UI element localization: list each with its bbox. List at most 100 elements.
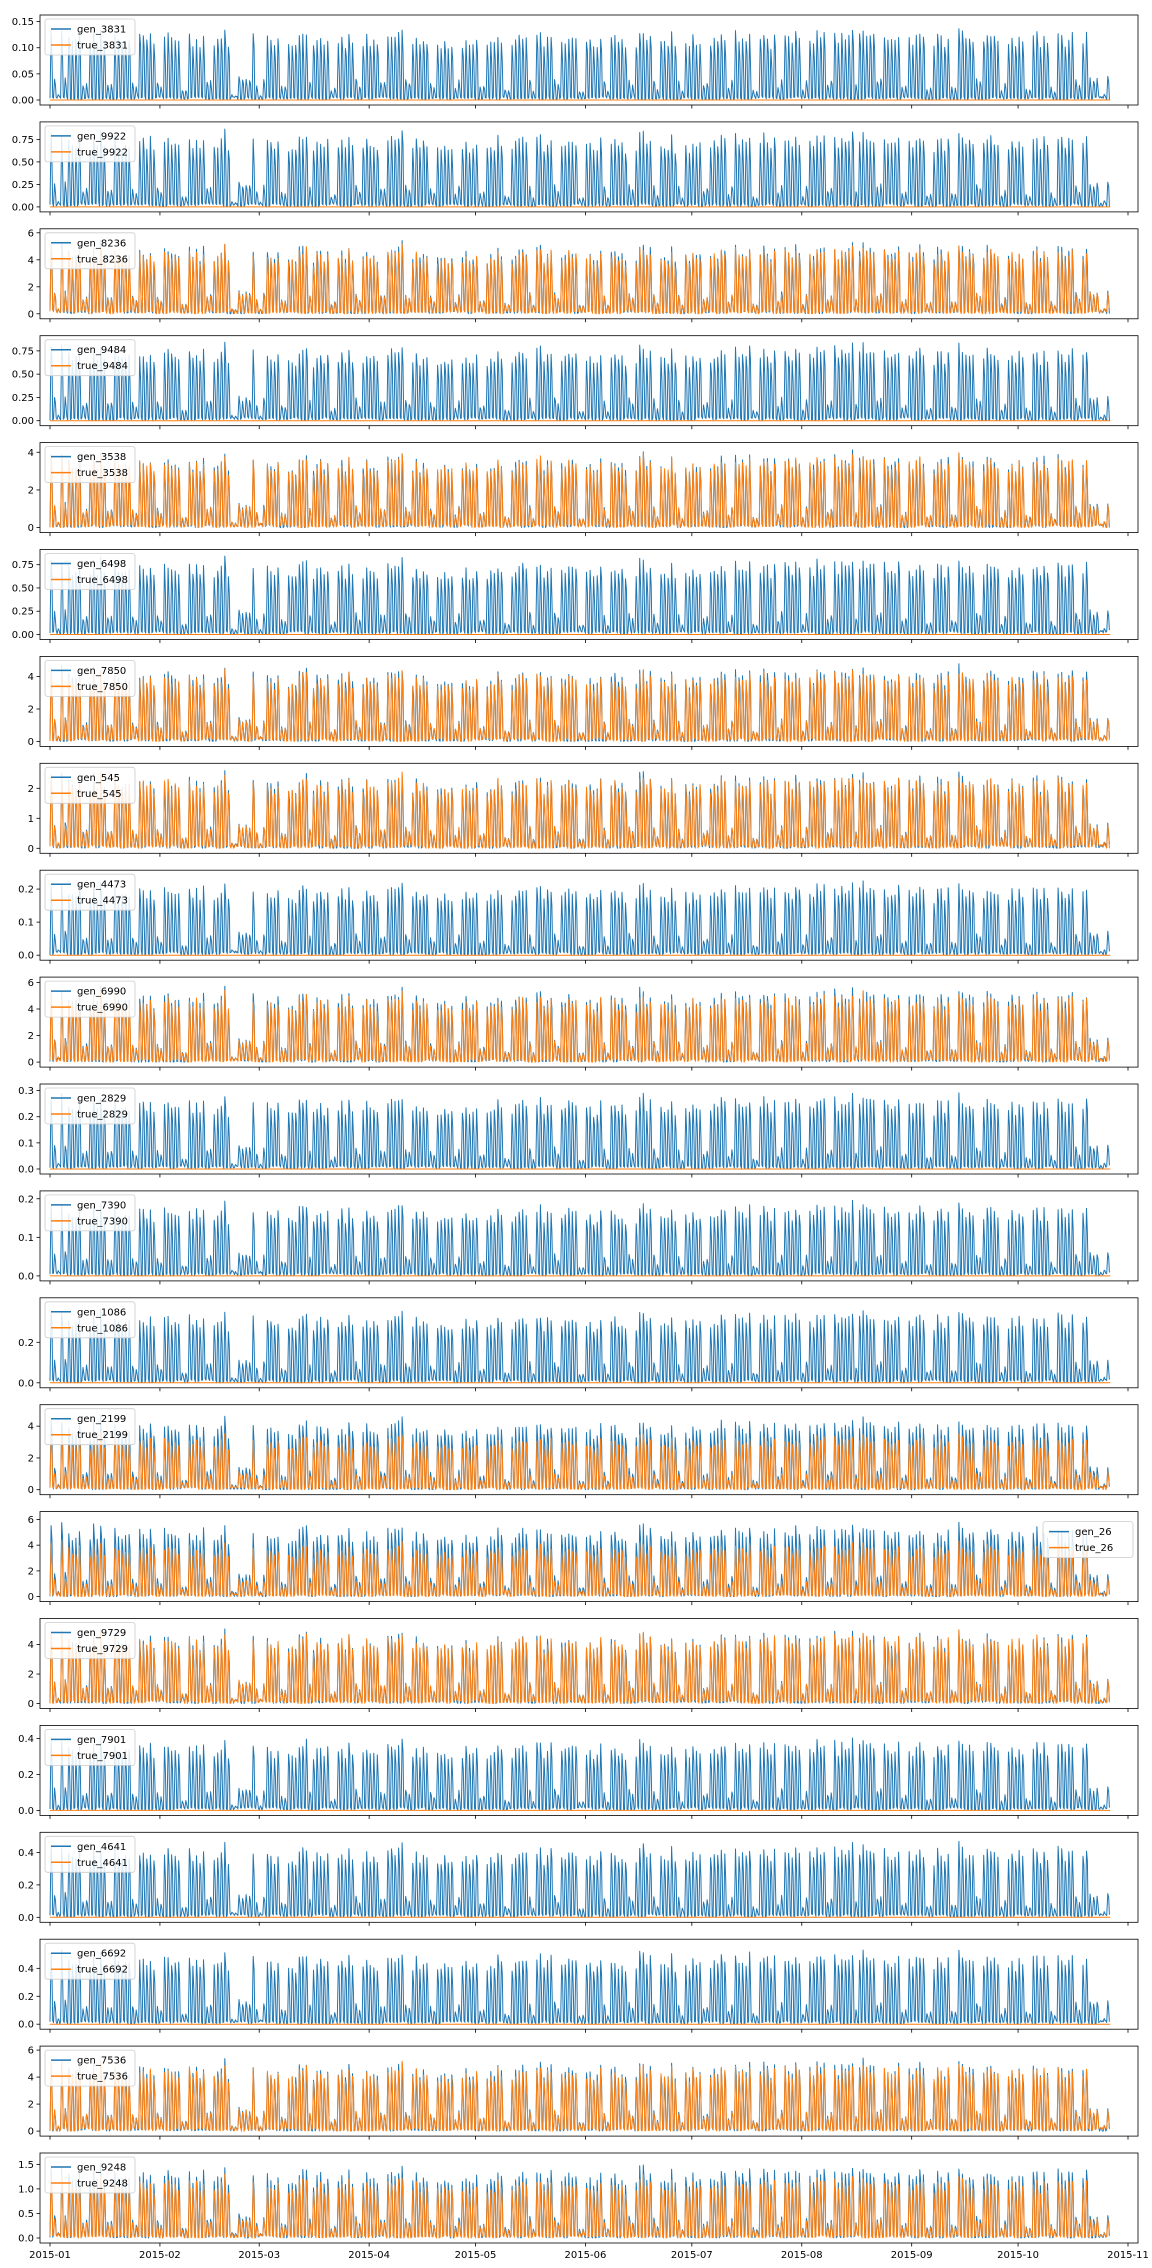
legend-box (44, 18, 136, 56)
legend-box (44, 1835, 136, 1873)
axes-frame (39, 14, 1139, 106)
legend-label: gen_545 (77, 773, 120, 784)
legend-label: gen_4641 (77, 1842, 126, 1853)
series-line-gen-9248 (49, 2163, 1110, 2239)
legend-label: gen_2829 (77, 1094, 126, 1105)
subplot-26: 0 2 4 6 gen_26 true_26 (28, 1511, 1139, 1606)
series-line-true-2199 (49, 1432, 1110, 1491)
series-line-gen-3831 (49, 27, 1110, 101)
y-tick-label: 4 (28, 672, 34, 683)
y-tick-label: 0.50 (12, 583, 34, 594)
subplot-6990: 0 2 4 6 gen_6990 true_6990 (28, 976, 1139, 1071)
legend: gen_8236 true_8236 (44, 232, 136, 270)
y-tick-label: 0.1 (18, 1138, 34, 1149)
y-tick-label: 6 (28, 978, 34, 989)
series-line-gen-7850 (49, 663, 1110, 742)
legend-label: true_9922 (77, 147, 128, 158)
legend-label: true_26 (1075, 1543, 1113, 1554)
y-tick-label: 4 (28, 1004, 34, 1015)
legend: gen_9729 true_9729 (44, 1622, 136, 1659)
y-tick-label: 0.4 (18, 1964, 34, 1975)
legend-label: gen_1086 (77, 1307, 126, 1318)
legend: gen_3831 true_3831 (44, 18, 136, 56)
y-tick-label: 0.00 (12, 96, 34, 107)
series-line-true-7850 (49, 668, 1110, 742)
y-tick-label: 0.0 (18, 1165, 34, 1176)
axes-frame (39, 762, 1139, 854)
subplot-7536: 0 2 4 6 gen_7536 true_7536 (28, 2045, 1139, 2140)
series-line-gen-6498 (49, 555, 1110, 635)
legend: gen_4641 true_4641 (44, 1835, 136, 1873)
y-tick-label: 0 (28, 309, 34, 320)
series-line-true-7536 (49, 2059, 1110, 2132)
series-line-gen-4641 (49, 1840, 1110, 1918)
x-tick-label: 2015-11 (1107, 2250, 1149, 2261)
x-tick-label: 2015-06 (565, 2250, 607, 2261)
legend: gen_3538 true_3538 (44, 446, 136, 484)
subplot-7850: 0 2 4 gen_7850 true_7850 (28, 656, 1139, 750)
legend-box (44, 2049, 136, 2087)
legend: gen_6498 true_6498 (44, 553, 136, 590)
series-line-gen-9729 (49, 1628, 1110, 1704)
y-tick-label: 0 (28, 1699, 34, 1710)
y-tick-label: 0.4 (18, 1848, 34, 1859)
legend-box (44, 1194, 136, 1232)
legend: gen_7536 true_7536 (44, 2049, 136, 2087)
subplot-3831: 0.00 0.05 0.10 0.15 gen_3831 true_3831 (12, 14, 1139, 109)
y-tick-label: 2 (28, 705, 34, 716)
y-tick-label: 2 (28, 485, 34, 496)
legend-label: true_9484 (77, 361, 128, 372)
legend-box (44, 980, 136, 1018)
legend-label: true_9729 (77, 1644, 128, 1655)
legend-label: gen_9248 (77, 2163, 126, 2174)
y-tick-label: 0.2 (18, 1770, 34, 1781)
series-line-gen-6990 (49, 985, 1110, 1063)
y-tick-label: 0 (28, 523, 34, 534)
y-tick-label: 0.3 (18, 1086, 34, 1097)
y-tick-label: 0.0 (18, 951, 34, 962)
legend-box (44, 1301, 136, 1339)
legend: gen_4473 true_4473 (44, 873, 136, 911)
series-line-gen-2199 (49, 1414, 1110, 1491)
subplot-7901: 0.0 0.2 0.4 gen_7901 true_7901 (18, 1725, 1139, 1819)
legend-label: gen_6692 (77, 1949, 126, 1960)
x-tick-label: 2015-02 (139, 2250, 181, 2261)
y-tick-label: 0.25 (12, 180, 34, 191)
series-line-gen-1086 (49, 1309, 1110, 1384)
series-line-gen-3538 (49, 449, 1110, 529)
y-tick-label: 0.75 (12, 560, 34, 571)
legend: gen_7390 true_7390 (44, 1194, 136, 1232)
series-line-gen-2829 (49, 1092, 1110, 1170)
axes-frame (39, 1831, 1139, 1923)
y-tick-label: 0.0 (18, 1378, 34, 1389)
y-tick-label: 0 (28, 2127, 34, 2138)
axes-frame (39, 2045, 1139, 2137)
subplot-4641: 0.0 0.2 0.4 gen_4641 true_4641 (18, 1831, 1139, 1926)
y-tick-label: 0.2 (18, 1338, 34, 1349)
legend-label: true_2199 (77, 1430, 128, 1441)
legend: gen_2199 true_2199 (44, 1408, 136, 1446)
y-tick-label: 0.00 (12, 630, 34, 641)
y-tick-label: 1.0 (18, 2184, 34, 2195)
legend-label: gen_7536 (77, 2056, 126, 2067)
series-line-gen-26 (49, 1521, 1110, 1598)
x-tick-label: 2015-10 (997, 2250, 1039, 2261)
y-tick-label: 0.0 (18, 2234, 34, 2245)
legend-label: gen_7850 (77, 666, 126, 677)
y-tick-label: 4 (28, 1422, 34, 1433)
subplot-9922: 0.00 0.25 0.50 0.75 gen_9922 true_9922 (12, 121, 1139, 216)
legend-label: gen_8236 (77, 238, 126, 249)
y-tick-label: 0 (28, 844, 34, 855)
y-tick-label: 0 (28, 737, 34, 748)
x-tick-label: 2015-05 (455, 2250, 497, 2261)
y-tick-label: 0.75 (12, 346, 34, 357)
y-tick-label: 0 (28, 1485, 34, 1496)
y-tick-label: 0.0 (18, 1271, 34, 1282)
legend-box (44, 125, 136, 163)
legend-label: true_9248 (77, 2179, 128, 2190)
legend: gen_9248 true_9248 (44, 2156, 136, 2194)
axes-frame (39, 228, 1139, 320)
axes-frame (39, 1297, 1139, 1389)
